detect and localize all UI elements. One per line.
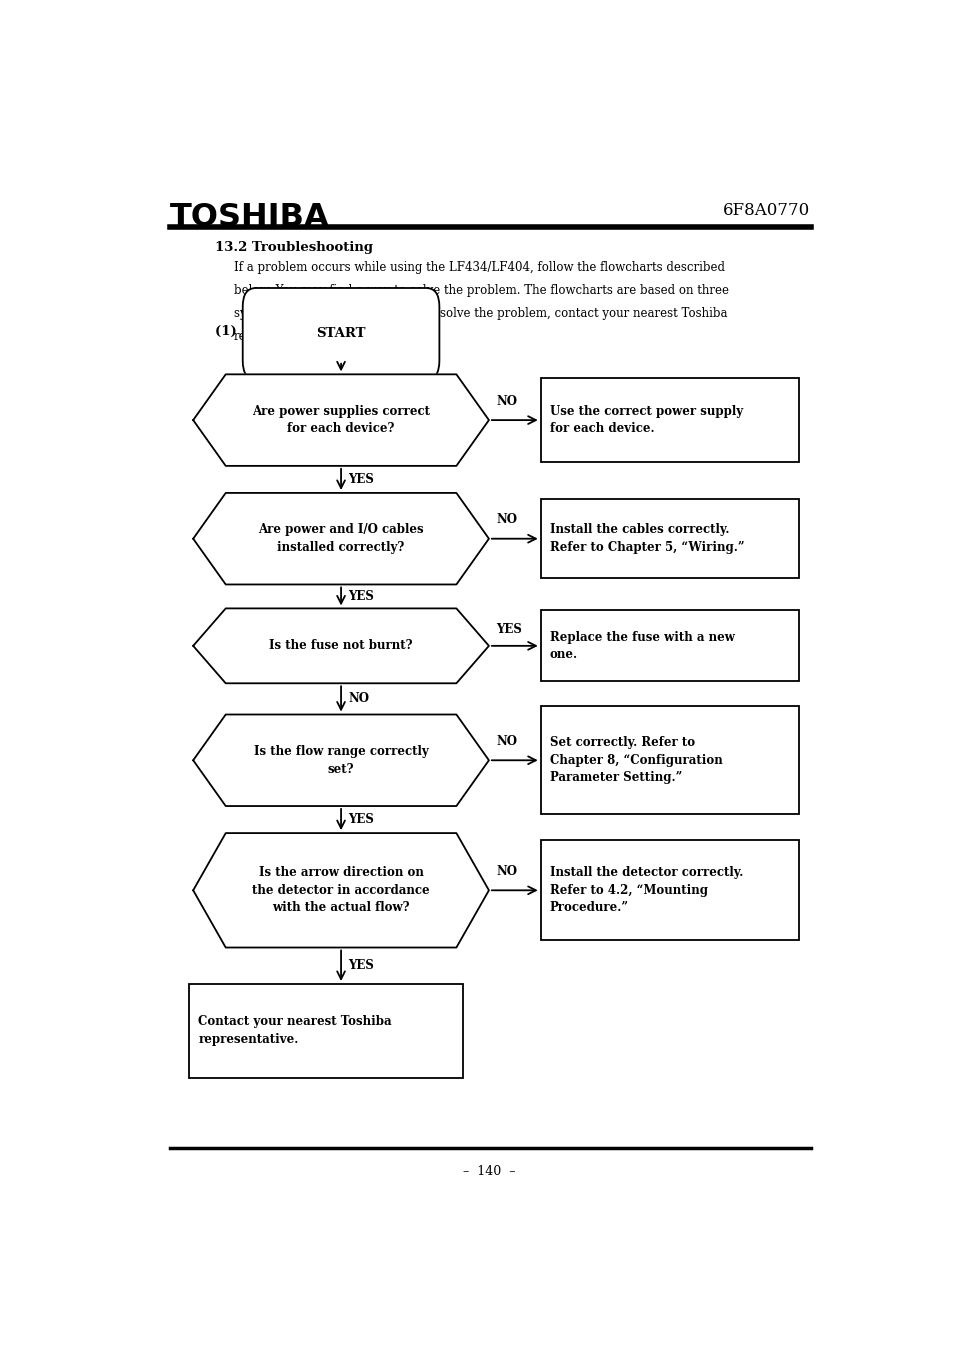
Text: below. You may find a way to solve the problem. The flowcharts are based on thre: below. You may find a way to solve the p… <box>233 284 728 297</box>
Text: (1) Flow rate is not indicated.: (1) Flow rate is not indicated. <box>215 326 435 339</box>
Text: Install the cables correctly.
Refer to Chapter 5, “Wiring.”: Install the cables correctly. Refer to C… <box>549 523 743 554</box>
Polygon shape <box>193 374 488 466</box>
Bar <box>190 984 462 1078</box>
Bar <box>540 840 799 940</box>
Text: TOSHIBA: TOSHIBA <box>170 201 329 232</box>
Text: representative.: representative. <box>233 330 324 343</box>
Polygon shape <box>193 608 488 684</box>
Text: YES: YES <box>348 473 374 486</box>
Bar <box>540 499 799 578</box>
Text: YES: YES <box>348 959 374 973</box>
Bar <box>540 378 799 462</box>
Text: 6F8A0770: 6F8A0770 <box>722 201 810 219</box>
Polygon shape <box>193 493 488 585</box>
Text: YES: YES <box>348 590 374 603</box>
Text: Is the arrow direction on
the detector in accordance
with the actual flow?: Is the arrow direction on the detector i… <box>252 866 430 915</box>
Text: Set correctly. Refer to
Chapter 8, “Configuration
Parameter Setting.”: Set correctly. Refer to Chapter 8, “Conf… <box>549 736 721 785</box>
Text: Are power supplies correct
for each device?: Are power supplies correct for each devi… <box>252 405 430 435</box>
Text: Install the detector correctly.
Refer to 4.2, “Mounting
Procedure.”: Install the detector correctly. Refer to… <box>549 866 742 915</box>
Text: NO: NO <box>348 693 369 705</box>
Text: Is the flow range correctly
set?: Is the flow range correctly set? <box>253 744 428 775</box>
Bar <box>540 611 799 681</box>
Text: Use the correct power supply
for each device.: Use the correct power supply for each de… <box>549 405 741 435</box>
Text: Replace the fuse with a new
one.: Replace the fuse with a new one. <box>549 631 734 661</box>
Text: Is the fuse not burnt?: Is the fuse not burnt? <box>269 639 413 653</box>
Text: Contact your nearest Toshiba
representative.: Contact your nearest Toshiba representat… <box>198 1016 392 1046</box>
Text: –  140  –: – 140 – <box>462 1165 515 1178</box>
Text: 13.2 Troubleshooting: 13.2 Troubleshooting <box>215 242 373 254</box>
Bar <box>540 707 799 815</box>
Text: symptoms (1) to (3). If you cannot solve the problem, contact your nearest Toshi: symptoms (1) to (3). If you cannot solve… <box>233 307 726 320</box>
Text: NO: NO <box>496 513 517 527</box>
Text: YES: YES <box>348 813 374 825</box>
Text: START: START <box>316 327 365 340</box>
Text: YES: YES <box>496 623 521 636</box>
Polygon shape <box>193 715 488 807</box>
Text: NO: NO <box>496 735 517 748</box>
Text: NO: NO <box>496 394 517 408</box>
FancyBboxPatch shape <box>242 288 439 380</box>
Text: If a problem occurs while using the LF434/LF404, follow the flowcharts described: If a problem occurs while using the LF43… <box>233 261 724 274</box>
Text: NO: NO <box>496 865 517 878</box>
Polygon shape <box>193 834 488 947</box>
Text: Are power and I/O cables
installed correctly?: Are power and I/O cables installed corre… <box>258 523 423 554</box>
